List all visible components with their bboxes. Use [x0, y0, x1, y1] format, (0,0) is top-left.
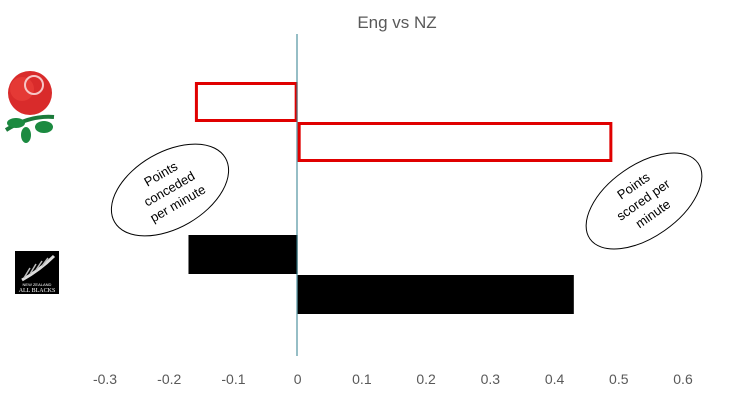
x-tick-label: 0.1	[352, 371, 372, 387]
bar-nz-conceded	[188, 235, 298, 274]
x-tick-label: -0.3	[93, 371, 117, 387]
x-tick-label: -0.2	[157, 371, 181, 387]
x-tick-label: -0.1	[221, 371, 245, 387]
bar-england-conceded	[194, 82, 298, 122]
svg-text:ALL BLACKS: ALL BLACKS	[19, 288, 56, 294]
chart-title: Eng vs NZ	[357, 13, 436, 32]
x-tick-label: 0.5	[609, 371, 629, 387]
bar-nz-scored	[297, 275, 574, 314]
x-tick-label: 0	[294, 371, 302, 387]
x-tick-label: 0.6	[673, 371, 693, 387]
x-tick-label: 0.2	[416, 371, 436, 387]
bar-england-scored	[297, 122, 613, 162]
england-rose-logo	[4, 71, 55, 143]
x-tick-label: 0.3	[481, 371, 501, 387]
annotation-points-conceded: Points conceded per minute	[110, 143, 230, 237]
annotation-points-scored: Points scored per minute	[585, 152, 703, 250]
all-blacks-logo: NEW ZEALAND ALL BLACKS	[15, 251, 59, 294]
svg-text:NEW ZEALAND: NEW ZEALAND	[23, 282, 52, 287]
x-tick-label: 0.4	[545, 371, 565, 387]
